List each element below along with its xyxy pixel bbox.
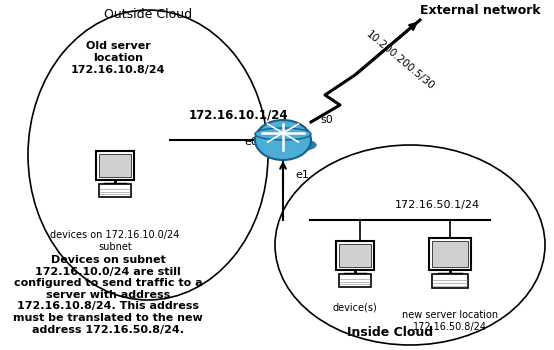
Text: new server location
172.16.50.8/24: new server location 172.16.50.8/24 (402, 310, 498, 331)
FancyBboxPatch shape (432, 241, 468, 267)
Text: Old server
location
172.16.10.8/24: Old server location 172.16.10.8/24 (71, 41, 165, 75)
Text: device(s): device(s) (332, 303, 377, 313)
Text: 172.16.10.1/24: 172.16.10.1/24 (188, 108, 288, 121)
FancyBboxPatch shape (99, 154, 131, 177)
Text: e1: e1 (295, 170, 309, 180)
FancyBboxPatch shape (339, 244, 371, 267)
Ellipse shape (256, 138, 316, 152)
Text: Inside Cloud: Inside Cloud (347, 326, 433, 338)
Text: s0: s0 (320, 115, 333, 125)
FancyBboxPatch shape (432, 274, 468, 288)
Text: External network: External network (420, 4, 540, 16)
Text: Devices on subnet
172.16.10.0/24 are still
configured to send traffic to a
serve: Devices on subnet 172.16.10.0/24 are sti… (13, 255, 203, 335)
Text: 10.200.200.5/30: 10.200.200.5/30 (364, 29, 436, 91)
Text: e0: e0 (244, 137, 258, 147)
Text: devices on 172.16.10.0/24
subnet: devices on 172.16.10.0/24 subnet (50, 230, 179, 252)
FancyBboxPatch shape (96, 151, 134, 180)
Ellipse shape (255, 128, 311, 140)
FancyBboxPatch shape (339, 274, 371, 287)
FancyBboxPatch shape (336, 241, 374, 270)
Ellipse shape (255, 120, 311, 160)
FancyBboxPatch shape (429, 238, 471, 270)
Text: Outside Cloud: Outside Cloud (104, 8, 192, 21)
Text: 172.16.50.1/24: 172.16.50.1/24 (395, 200, 480, 210)
FancyBboxPatch shape (99, 184, 131, 197)
